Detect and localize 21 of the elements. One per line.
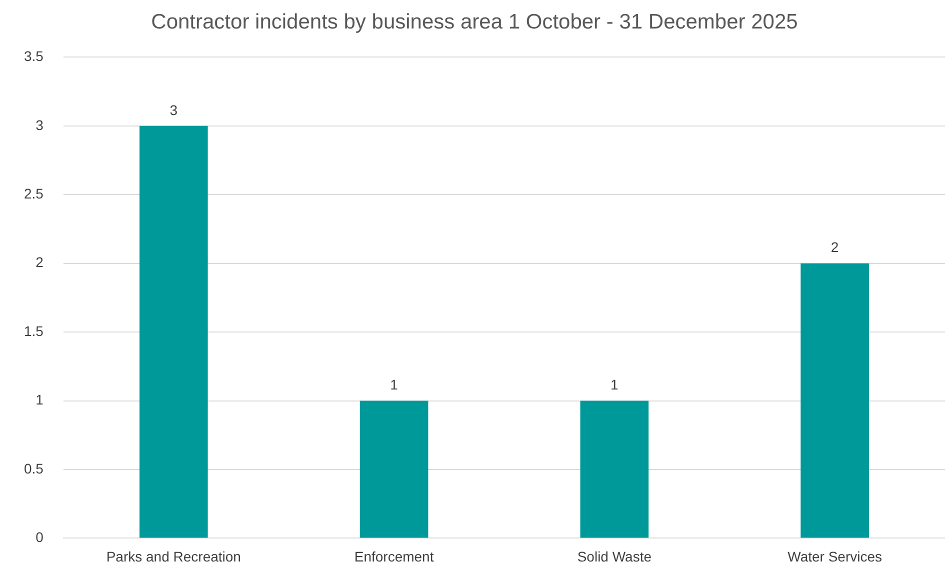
y-tick-label: 1 (36, 392, 44, 408)
y-tick-label: 0 (36, 529, 44, 546)
bar (800, 263, 869, 538)
x-tick-label: Water Services (788, 548, 882, 564)
y-tick-label: 2 (36, 254, 44, 270)
y-tick-label: 2.5 (24, 185, 44, 202)
data-label: 3 (170, 102, 178, 118)
bar (139, 126, 208, 538)
chart-title: Contractor incidents by business area 1 October - 31 December 2025 (151, 10, 798, 34)
x-tick-label: Enforcement (354, 548, 434, 564)
y-tick-label: 3.5 (24, 48, 44, 64)
bar (580, 400, 649, 538)
x-tick-label: Solid Waste (577, 548, 652, 564)
data-label: 2 (830, 239, 839, 256)
data-label: 1 (610, 376, 619, 393)
y-tick-label: 0.5 (24, 460, 44, 476)
data-label: 1 (390, 376, 398, 393)
y-tick-label: 1.5 (24, 322, 44, 339)
bar (360, 400, 428, 538)
y-tick-label: 3 (36, 116, 44, 133)
x-tick-label: Parks and Recreation (106, 548, 241, 564)
